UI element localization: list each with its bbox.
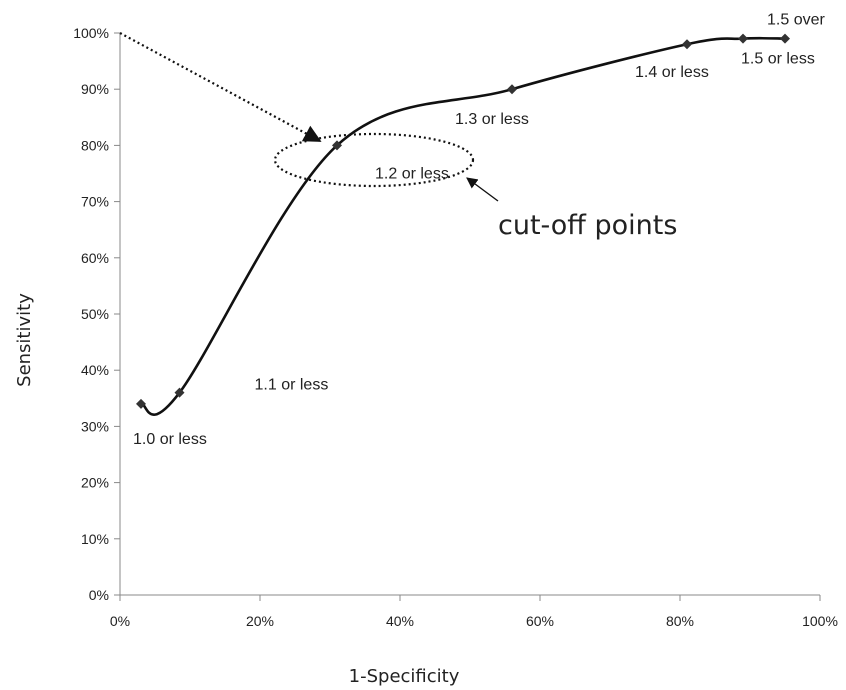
y-tick-label: 40% xyxy=(81,362,109,378)
x-axis-title: 1-Specificity xyxy=(349,666,460,687)
data-point-marker xyxy=(780,33,790,44)
y-tick-labels: 0% 10% 20% 30% 40% 50% 60% 70% 80% 90% 100% xyxy=(73,25,109,603)
data-point-marker xyxy=(738,33,748,44)
x-tick-label: 60% xyxy=(526,613,554,629)
y-tick-label: 80% xyxy=(81,137,109,153)
y-tick-label: 0% xyxy=(89,587,109,603)
x-tick-label: 100% xyxy=(802,613,838,629)
point-label: 1.3 or less xyxy=(455,111,529,128)
point-label: 1.1 or less xyxy=(255,377,329,394)
y-tick-label: 60% xyxy=(81,250,109,266)
y-tick-label: 70% xyxy=(81,194,109,210)
x-tick-label: 0% xyxy=(110,613,130,629)
point-label: 1.5 over xyxy=(767,12,825,29)
y-tick-label: 90% xyxy=(81,81,109,97)
y-tick-label: 30% xyxy=(81,418,109,434)
data-markers xyxy=(136,33,790,409)
roc-curve xyxy=(140,36,786,416)
data-point-marker xyxy=(682,39,692,50)
point-label: 1.4 or less xyxy=(635,64,709,81)
cutoff-arrow xyxy=(466,177,499,202)
cutoff-annotation: cut-off points xyxy=(498,210,677,241)
point-label: 1.5 or less xyxy=(741,51,815,68)
data-point-marker xyxy=(136,398,146,409)
point-label: 1.2 or less xyxy=(375,165,449,182)
y-tick-label: 10% xyxy=(81,531,109,547)
y-tick-label: 50% xyxy=(81,306,109,322)
x-tick-labels: 0% 20% 40% 60% 80% 100% xyxy=(110,613,838,629)
point-label: 1.0 or less xyxy=(133,431,207,448)
cutoff-ellipse xyxy=(273,132,475,188)
point-labels: 1.0 or less 1.1 or less 1.2 or less 1.3 or … xyxy=(133,12,825,448)
data-point-marker xyxy=(174,387,185,398)
axes xyxy=(114,32,821,601)
y-tick-label: 100% xyxy=(73,25,109,41)
x-tick-label: 20% xyxy=(246,613,274,629)
data-point-marker xyxy=(507,84,517,95)
annotation-shapes xyxy=(119,32,499,202)
cutoff-dotted-arrow xyxy=(119,32,322,142)
x-tick-label: 80% xyxy=(666,613,694,629)
data-point-marker xyxy=(332,140,342,151)
y-axis-title: Sensitivity xyxy=(14,293,35,387)
y-tick-label: 20% xyxy=(81,475,109,491)
x-tick-label: 40% xyxy=(386,613,414,629)
